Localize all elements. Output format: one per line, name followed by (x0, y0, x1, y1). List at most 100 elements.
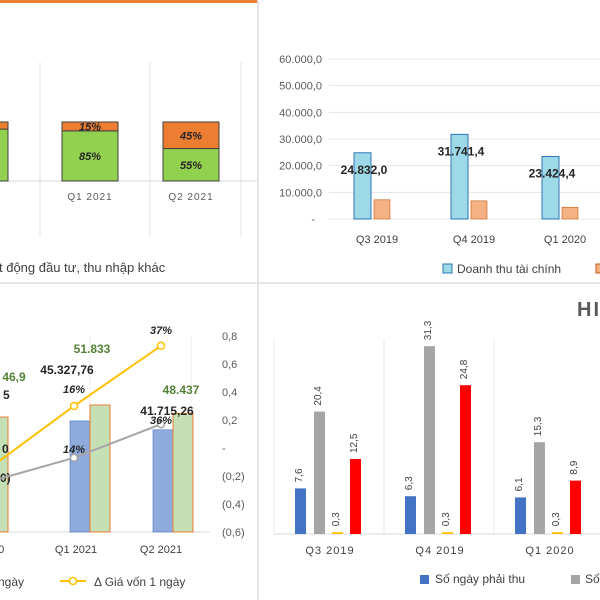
legend-label: Doanh thu tài chính (457, 262, 561, 276)
bar (0, 416, 9, 533)
line-marker (69, 401, 79, 411)
bar (69, 420, 91, 533)
x-tick-label: Q2 2021 (140, 544, 182, 556)
x-tick-label: Q1 2021 (55, 544, 97, 556)
y2-tick-label: 0,8 (222, 331, 237, 343)
data-label: 12,5 (349, 433, 360, 453)
y-tick-label: 10.000,0 (279, 187, 322, 199)
cost-combo-chart-panel: 0,8 0,6 0,4 0,2 - (0,2) (0,4) (0,6) 45.327,76 41.… (0, 284, 257, 600)
x-tick-label: Q4 2019 (415, 545, 464, 557)
data-label: 24.832,0 (341, 163, 388, 177)
data-label: 55% (180, 160, 202, 172)
data-label: 85% (79, 151, 101, 163)
y-tick-label: 30.000,0 (279, 134, 322, 146)
bar (172, 412, 194, 533)
y2-tick-label: 0,4 (222, 387, 237, 399)
y2-tick-label: 0,6 (222, 359, 237, 371)
panel-divider-horizontal (0, 282, 600, 284)
data-label: 37% (150, 325, 172, 337)
legend-swatch (595, 263, 600, 274)
legend-label: ngày (0, 575, 24, 589)
stacked-bar-segment (0, 121, 9, 130)
y2-tick-label: - (222, 443, 226, 455)
data-label: 31,3 (423, 320, 434, 340)
bar (570, 480, 581, 534)
data-label: 15,3 (533, 416, 544, 436)
data-label: 45.327,76 (40, 363, 94, 377)
data-label: 0,3 (441, 512, 452, 526)
legend-swatch (442, 263, 453, 274)
x-tick-label: Q1 2020 (544, 234, 586, 246)
legend-marker (68, 576, 78, 586)
legend-swatch (420, 575, 429, 584)
bar (470, 200, 488, 220)
accent-bar (0, 0, 257, 3)
data-label: 45% (179, 130, 202, 142)
days-metrics-chart: HI 7,6 20,4 0,3 12,5 Q3 2019 6,3 31,3 0,3 24,8 Q4 … (273, 299, 600, 586)
data-label: 31.741,4 (438, 144, 485, 158)
x-tick-label: Q4 2019 (453, 234, 495, 246)
data-label: 7,6 (294, 468, 305, 482)
y-tick-label: 20.000,0 (279, 161, 322, 173)
bar (460, 385, 471, 534)
bar (424, 346, 435, 534)
days-metrics-chart-panel: HI 7,6 20,4 0,3 12,5 Q3 2019 6,3 31,3 0,3 24,8 Q4 … (259, 284, 600, 600)
y-tick-label: - (311, 214, 315, 226)
cost-combo-chart: 0,8 0,6 0,4 0,2 - (0,2) (0,4) (0,6) 45.327,76 41.… (0, 325, 245, 589)
y2-tick-label: (0,2) (222, 471, 245, 483)
bar (515, 497, 526, 534)
data-label: 46,9 (2, 370, 26, 384)
data-label: 0 (2, 442, 9, 456)
financial-revenue-chart-panel: 60.000,0 50.000,0 40.000,0 30.000,0 20.000,0… (259, 0, 600, 282)
legend-label: Số ngày phải thu (435, 572, 525, 586)
data-label: 24,8 (459, 359, 470, 379)
data-label: 14% (63, 444, 85, 456)
data-label: 15% (79, 121, 101, 133)
x-tick-label: Q1 2020 (525, 545, 574, 557)
bar (353, 152, 372, 220)
legend-swatch (571, 575, 580, 584)
y-tick-label: 50.000,0 (279, 81, 322, 93)
line-marker (69, 453, 79, 463)
stacked-bar-segment (61, 130, 119, 182)
bar (89, 404, 111, 533)
stacked-bar-segment (162, 148, 220, 182)
data-label: 6,1 (514, 477, 525, 491)
data-label: 20,4 (313, 386, 324, 406)
data-label: 6,3 (404, 476, 415, 490)
bar (152, 429, 174, 533)
data-label: 41.715,26 (140, 404, 194, 418)
line-marker (156, 419, 166, 429)
data-label: 16% (63, 384, 85, 396)
stacked-bar-segment (162, 121, 220, 150)
stacked-bar-segment (61, 121, 119, 132)
panel-divider-vertical (257, 0, 259, 600)
bar (534, 442, 545, 534)
x-tick-label: Q3 2019 (305, 545, 354, 557)
bar (405, 496, 416, 534)
data-label: 8,9 (569, 460, 580, 474)
x-tick-label: Q2 2021 (168, 192, 213, 203)
data-label: 5 (3, 388, 10, 402)
chart-caption: t động đầu tư, thu nhập khác (0, 260, 166, 275)
bar (552, 532, 563, 534)
data-label: 48.437 (163, 383, 200, 397)
y-tick-label: 60.000,0 (279, 54, 322, 66)
bar (350, 459, 361, 534)
data-label: 23.424,4 (529, 167, 576, 181)
y-tick-label: 40.000,0 (279, 107, 322, 119)
y2-tick-label: (0,6) (222, 527, 245, 539)
x-tick-label: 2020 (0, 544, 4, 556)
data-label: 36% (150, 415, 172, 427)
legend-label: Δ Giá vốn 1 ngày (94, 575, 185, 589)
financial-revenue-chart: 60.000,0 50.000,0 40.000,0 30.000,0 20.000,0… (279, 54, 600, 276)
y2-tick-label: 0,2 (222, 415, 237, 427)
bar (332, 532, 343, 534)
bar (295, 488, 306, 534)
bar (541, 156, 560, 220)
bar (561, 206, 579, 220)
data-label: 0,3 (331, 512, 342, 526)
bar (450, 133, 469, 220)
